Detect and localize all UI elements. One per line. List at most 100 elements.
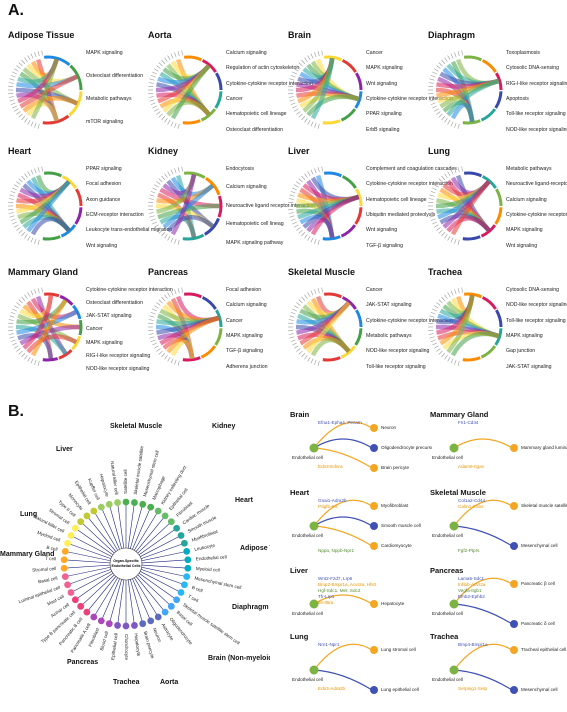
gene-tick	[28, 56, 31, 60]
gene-tick	[444, 234, 447, 238]
pathway-label: NOD-like receptor signaling	[506, 127, 567, 133]
gene-tick	[38, 124, 39, 129]
endothelial-node	[450, 666, 459, 675]
gene-pair-label: Col1a2-Cd44	[458, 498, 486, 503]
gene-tick	[311, 122, 313, 127]
gene-tick	[444, 58, 447, 62]
cell-node	[83, 609, 90, 616]
pathway-arc	[44, 173, 61, 176]
gene-tick	[290, 337, 295, 338]
interaction-arrow	[314, 644, 372, 670]
gene-tick	[182, 166, 183, 171]
pathway-label: TGF-β signaling	[366, 243, 403, 249]
gene-tick	[159, 351, 163, 354]
gene-tick	[10, 337, 15, 338]
pathway-label: Osteoclast differentiation	[86, 300, 143, 306]
pathway-label: Focal adhesion	[86, 181, 121, 187]
gene-tick	[292, 72, 296, 74]
gene-tick	[299, 63, 303, 66]
gene-tick	[292, 106, 296, 108]
gene-pair-label: Edn3-Adra2b	[318, 686, 346, 691]
gene-tick	[432, 72, 436, 74]
interaction-arrow	[314, 422, 372, 448]
target-cell-label: Lung stromal cell	[381, 647, 416, 652]
gene-tick	[436, 302, 440, 305]
pathway-arc	[496, 207, 501, 224]
gene-tick	[152, 188, 156, 190]
pathway-label: Cancer	[86, 326, 103, 332]
gene-tick	[152, 106, 156, 108]
gene-tick	[302, 353, 305, 357]
gene-tick	[302, 60, 305, 64]
pathway-arc	[323, 358, 340, 360]
gene-tick	[171, 170, 173, 175]
target-cell-label: Brain pericyte	[381, 465, 410, 470]
pathway-arc	[324, 173, 341, 176]
gene-tick	[451, 122, 453, 127]
gene-tick	[38, 361, 39, 366]
target-cell-label: Myofibroblast	[381, 503, 409, 508]
pathway-label: Hematopoietic cell lineage	[366, 197, 427, 203]
gene-tick	[458, 124, 459, 129]
source-cell-label: Endothelial cell	[292, 611, 323, 616]
gene-tick	[171, 122, 173, 127]
gene-tick	[439, 300, 443, 303]
gene-tick	[291, 75, 296, 77]
pathway-label: Apoptosis	[506, 96, 529, 102]
gene-tick	[434, 306, 438, 309]
gene-tick	[442, 176, 445, 180]
gene-tick	[454, 360, 456, 365]
gene-tick	[168, 120, 171, 124]
pathway-label: Cancer	[366, 287, 383, 293]
gene-pair-label: Pdgfb-Kit	[318, 504, 338, 509]
gene-tick	[318, 51, 319, 56]
gene-tick	[149, 83, 154, 84]
gene-tick	[19, 114, 23, 117]
pathway-label: Toll-like receptor signaling	[506, 111, 566, 117]
cell-node	[181, 540, 188, 547]
cell-node	[147, 617, 154, 624]
pathway-arc	[43, 237, 60, 239]
pathway-label: Toll-like receptor signaling	[366, 364, 426, 370]
gene-tick	[430, 195, 435, 196]
chord-diagram	[148, 158, 228, 258]
gene-tick	[178, 240, 179, 245]
gene-tick	[164, 355, 167, 359]
target-cell-label: Pancreatic δ cell	[521, 621, 555, 626]
pathway-label: Endocytosis	[226, 166, 254, 172]
cell-node	[77, 518, 84, 525]
cell-type-label: Basal cell	[38, 576, 58, 585]
gene-tick	[42, 287, 43, 292]
gene-tick	[159, 300, 163, 303]
gene-tick	[159, 230, 163, 233]
gene-tick	[34, 52, 36, 57]
target-cell-node	[370, 522, 378, 530]
organ-label: Mammary Gland	[0, 551, 54, 558]
gene-tick	[12, 106, 16, 108]
gene-tick	[162, 353, 165, 357]
pathway-arc	[463, 237, 480, 239]
gene-tick	[156, 181, 160, 184]
cell-type-label: Endothelial cell	[196, 554, 227, 561]
gene-tick	[14, 109, 18, 112]
cell-node	[162, 609, 169, 616]
gene-tick	[448, 236, 451, 240]
pathway-label: Toxoplasmosis	[506, 50, 540, 56]
pathway-label: ECM-receptor interaction	[86, 212, 144, 218]
gene-pair-label: Lama5-Sdc1	[458, 576, 484, 581]
gene-tick	[448, 293, 451, 297]
cell-type-label: Hepatocyte	[99, 473, 110, 497]
gene-tick	[296, 302, 300, 305]
gene-tick	[436, 227, 440, 230]
gene-tick	[311, 359, 313, 364]
gene-tick	[451, 359, 453, 364]
pathway-label: Calcium signaling	[226, 50, 267, 56]
cell-node	[155, 614, 162, 621]
gene-tick	[12, 222, 16, 224]
gene-tick	[22, 60, 25, 64]
pathway-arc	[463, 358, 480, 360]
gene-tick	[431, 75, 436, 77]
